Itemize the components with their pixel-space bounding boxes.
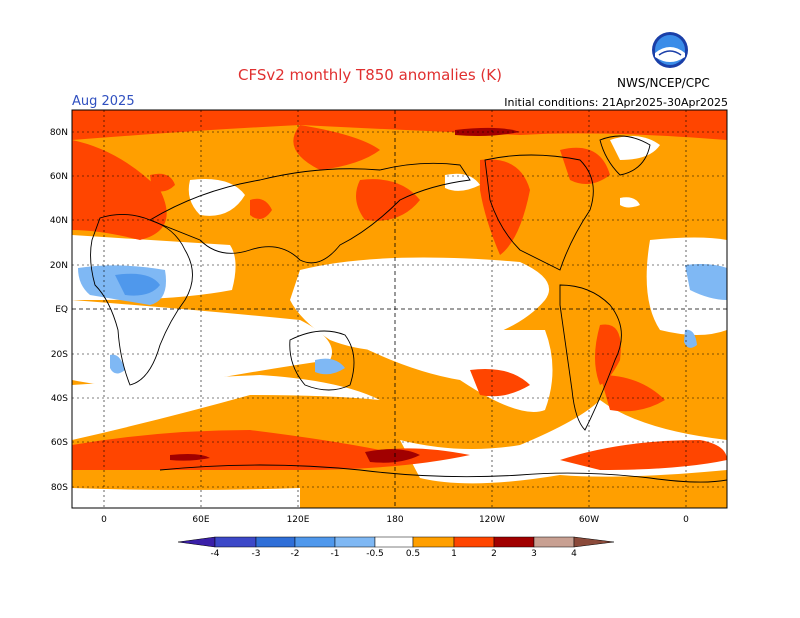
lon-label: 0: [101, 515, 107, 525]
colorbar-swatch: [412, 536, 455, 548]
lat-label: 80S: [51, 483, 68, 493]
colorbar: -4 -3 -2 -1 -0.5 0.5 1 2 3 4: [177, 536, 615, 559]
colorbar-label: 4: [571, 549, 577, 559]
noaa-logo-icon: [652, 32, 688, 68]
colorbar-label: -3: [252, 549, 261, 559]
lon-label: 180: [386, 515, 403, 525]
colorbar-swatch: [255, 536, 296, 548]
colorbar-swatch: [453, 536, 495, 548]
lon-label: 0: [683, 515, 689, 525]
lat-label: 20S: [51, 350, 68, 360]
lon-label: 120E: [287, 515, 310, 525]
anomaly-field: [72, 110, 727, 508]
lat-label: 40N: [50, 216, 68, 226]
colorbar-swatch: [214, 536, 257, 548]
lat-label: 60S: [51, 438, 68, 448]
lat-label: EQ: [55, 305, 68, 315]
colorbar-label: -1: [331, 549, 340, 559]
colorbar-label: -0.5: [366, 549, 384, 559]
colorbar-swatch: [533, 536, 575, 548]
colorbar-label: 0.5: [406, 549, 420, 559]
colorbar-swatch: [334, 536, 376, 548]
agency-label: NWS/NCEP/CPC: [617, 76, 710, 90]
map-title: CFSv2 monthly T850 anomalies (K): [238, 66, 502, 84]
lat-label: 80N: [50, 128, 68, 138]
map-frame: [71, 109, 728, 509]
colorbar-label: 1: [451, 549, 457, 559]
graticule: [72, 110, 727, 508]
colorbar-swatch: [493, 536, 535, 548]
lat-label: 20N: [50, 261, 68, 271]
colorbar-label: 2: [491, 549, 497, 559]
initial-conditions: Initial conditions: 21Apr2025-30Apr2025: [504, 96, 728, 109]
lat-label: 40S: [51, 394, 68, 404]
colorbar-label: -4: [211, 549, 220, 559]
tropical-pacific-neutral: [290, 257, 550, 352]
colorbar-swatch: [374, 536, 414, 548]
coastlines: [90, 135, 727, 483]
colorbar-swatch: [177, 536, 216, 548]
colorbar-label: 3: [531, 549, 537, 559]
forecast-month: Aug 2025: [72, 94, 135, 109]
lon-label: 60W: [579, 515, 599, 525]
lat-label: 60N: [50, 172, 68, 182]
lon-label: 120W: [479, 515, 505, 525]
colorbar-swatch: [573, 536, 615, 548]
colorbar-swatch: [294, 536, 336, 548]
colorbar-label: -2: [291, 549, 300, 559]
lon-label: 60E: [192, 515, 209, 525]
